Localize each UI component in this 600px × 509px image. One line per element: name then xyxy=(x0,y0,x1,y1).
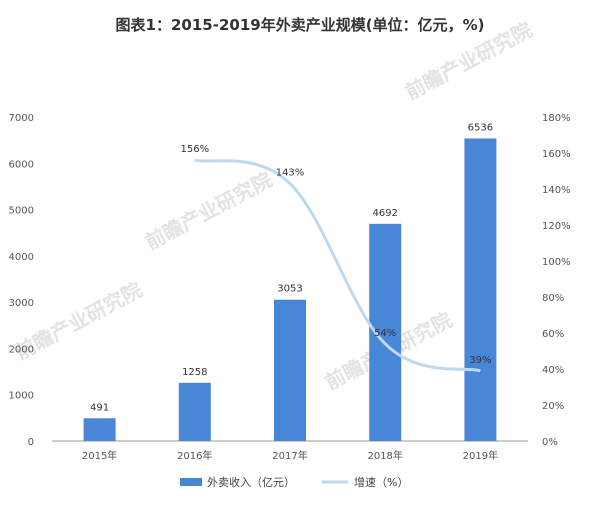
bar xyxy=(178,382,211,441)
bar-value-label: 3053 xyxy=(277,284,302,295)
bar-series xyxy=(83,138,497,442)
y-right-tick-label: 20% xyxy=(542,401,564,412)
y-left-tick-label: 5000 xyxy=(9,206,34,217)
y-right-tick-label: 60% xyxy=(542,329,564,340)
bar-value-label: 4692 xyxy=(372,208,397,219)
line-value-label: 39% xyxy=(469,355,491,366)
bar-value-label: 6536 xyxy=(468,122,493,133)
y-left-tick-label: 1000 xyxy=(9,391,34,402)
growth-line xyxy=(194,158,481,373)
legend-line-label: 增速（%） xyxy=(354,475,408,489)
y-right-tick-label: 100% xyxy=(542,257,571,268)
y-left-tick-label: 0 xyxy=(28,437,34,448)
legend-bar-swatch xyxy=(180,478,202,486)
line-series xyxy=(194,158,481,373)
y-right-tick-label: 160% xyxy=(542,149,571,160)
y-left-tick-label: 2000 xyxy=(9,344,34,355)
axes: 0 1000 2000 3000 4000 5000 6000 7000 0% 20% 40% 60%… xyxy=(9,113,571,462)
bar-value-label: 1258 xyxy=(182,367,207,378)
y-right-tick-label: 180% xyxy=(542,113,571,124)
line-value-label: 54% xyxy=(374,328,396,339)
y-left-tick-label: 6000 xyxy=(9,159,34,170)
x-tick-label: 2017年 xyxy=(272,449,307,462)
watermark-layer: 前瞻产业研究院前瞻产业研究院前瞻产业研究院前瞻产业研究院 xyxy=(11,17,536,394)
y-left-tick-label: 4000 xyxy=(9,252,34,263)
y-left-tick-label: 3000 xyxy=(9,298,34,309)
x-tick-label: 2015年 xyxy=(82,449,117,462)
data-labels: 491 1258 3053 4692 6536 156% 143% 54% 39% xyxy=(90,122,493,413)
y-right-tick-label: 140% xyxy=(542,185,571,196)
bar xyxy=(83,418,116,441)
x-tick-label: 2019年 xyxy=(463,449,498,462)
watermark-text: 前瞻产业研究院 xyxy=(401,17,536,104)
watermark-text: 前瞻产业研究院 xyxy=(141,167,276,254)
y-right-tick-label: 120% xyxy=(542,221,571,232)
bar xyxy=(274,299,306,441)
line-value-label: 156% xyxy=(181,144,210,155)
line-value-label: 143% xyxy=(276,168,305,179)
x-tick-label: 2016年 xyxy=(177,449,212,462)
chart-title: 图表1：2015-2019年外卖产业规模(单位：亿元，%) xyxy=(115,16,485,34)
y-right-tick-label: 80% xyxy=(542,293,564,304)
bar xyxy=(464,138,497,442)
legend: 外卖收入（亿元） 增速（%） xyxy=(180,475,408,489)
legend-bar-label: 外卖收入（亿元） xyxy=(207,475,295,489)
y-right-tick-label: 0% xyxy=(542,437,558,448)
x-tick-label: 2018年 xyxy=(367,449,402,462)
bar-value-label: 491 xyxy=(90,402,109,413)
y-right-tick-label: 40% xyxy=(542,365,564,376)
y-left-tick-label: 7000 xyxy=(9,113,34,124)
